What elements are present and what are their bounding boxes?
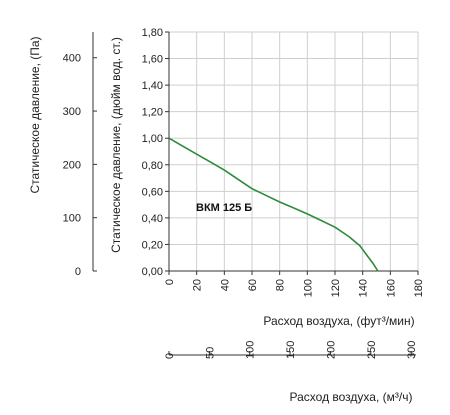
cfm-tick-label: 60 bbox=[247, 279, 259, 291]
x-cfm-axis-title: Расход воздуха, (фут³/мин) bbox=[263, 314, 414, 328]
pa-tick-label: 0 bbox=[75, 266, 81, 278]
axes bbox=[92, 32, 418, 356]
cfm-tick-label: 0 bbox=[164, 279, 176, 285]
x-m3h-axis-title: Расход воздуха, (м³/ч) bbox=[290, 390, 413, 404]
series-label: ВКМ 125 Б bbox=[196, 202, 252, 214]
inwg-tick-label: 0,20 bbox=[142, 239, 163, 251]
m3h-tick-label: 250 bbox=[366, 341, 378, 359]
inwg-tick-label: 1,20 bbox=[142, 107, 163, 119]
m3h-tick-label: 300 bbox=[406, 341, 418, 359]
m3h-tick-label: 50 bbox=[204, 347, 216, 359]
inwg-tick-label: 1,80 bbox=[142, 27, 163, 39]
pa-tick-label: 300 bbox=[63, 106, 81, 118]
inwg-tick-label: 0,80 bbox=[142, 160, 163, 172]
cfm-tick-label: 100 bbox=[302, 279, 314, 297]
left-pa-axis-title: Статическое давление, (Па) bbox=[28, 36, 42, 193]
m3h-tick-label: 200 bbox=[325, 341, 337, 359]
cfm-tick-label: 120 bbox=[330, 279, 342, 297]
pa-tick-label: 400 bbox=[63, 53, 81, 65]
grid bbox=[168, 31, 419, 272]
cfm-tick-label: 140 bbox=[358, 279, 370, 297]
series bbox=[168, 137, 379, 272]
m3h-tick-label: 150 bbox=[285, 341, 297, 359]
left-inwg-axis-title: Статическое давление, (дюйм вод. ст.) bbox=[109, 37, 123, 253]
cfm-tick-label: 40 bbox=[219, 279, 231, 291]
inwg-tick-label: 0,00 bbox=[142, 266, 163, 278]
series-line bbox=[168, 137, 379, 272]
pa-tick-label: 200 bbox=[63, 159, 81, 171]
inwg-tick-label: 0,60 bbox=[142, 186, 163, 198]
inwg-tick-label: 1,60 bbox=[142, 54, 163, 66]
cfm-tick-label: 80 bbox=[275, 279, 287, 291]
inwg-tick-label: 1,00 bbox=[142, 133, 163, 145]
m3h-tick-label: 100 bbox=[245, 341, 257, 359]
cfm-tick-label: 20 bbox=[192, 279, 204, 291]
inwg-tick-label: 0,40 bbox=[142, 213, 163, 225]
pa-tick-label: 100 bbox=[63, 213, 81, 225]
ticks: 1,80 1,60 1,40 1,20 1,00 0,80 0,60 0,40 0,20 0,00… bbox=[63, 27, 425, 359]
cfm-tick-label: 160 bbox=[385, 279, 397, 297]
cfm-tick-label: 180 bbox=[413, 279, 425, 297]
m3h-tick-label: 0 bbox=[164, 353, 176, 359]
inwg-tick-label: 1,40 bbox=[142, 80, 163, 92]
